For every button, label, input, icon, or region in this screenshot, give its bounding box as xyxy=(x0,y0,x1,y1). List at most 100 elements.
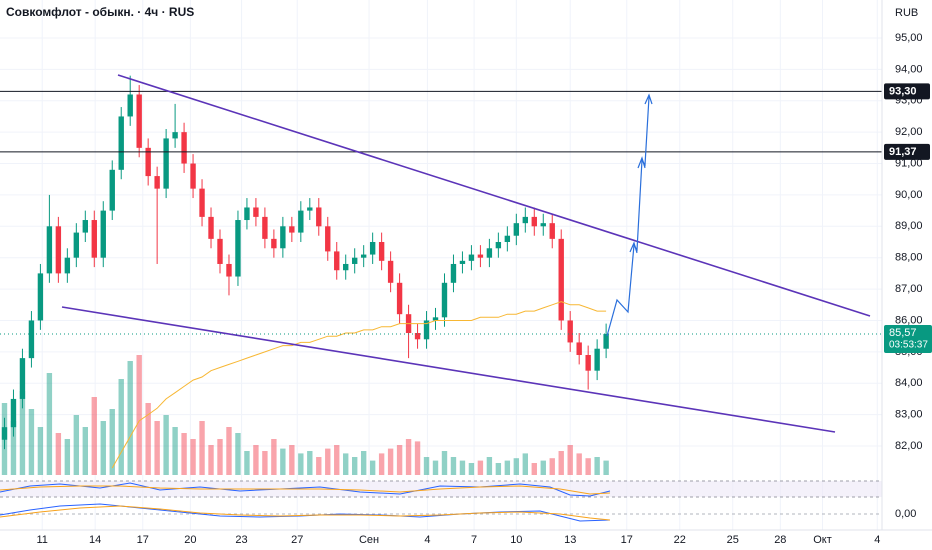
candle-body xyxy=(118,116,124,170)
x-tick-label: 10 xyxy=(510,534,522,546)
level-label-box xyxy=(884,83,930,100)
candle-body xyxy=(307,207,313,211)
candle-body xyxy=(91,220,97,258)
y-tick-label: 95,00 xyxy=(895,32,923,44)
volume-bar xyxy=(495,463,502,475)
x-tick-label: 7 xyxy=(471,534,477,546)
candle-body xyxy=(55,226,62,274)
volume-bar xyxy=(262,451,268,475)
y-tick-label: 90,00 xyxy=(895,189,923,201)
candle-body xyxy=(441,282,448,318)
candle-body xyxy=(172,132,178,139)
candle-body xyxy=(504,235,511,242)
oscillator-signal xyxy=(0,485,611,495)
candle-body xyxy=(37,273,44,321)
axes: 82,0083,0084,0085,0086,0087,0088,0089,00… xyxy=(36,32,932,546)
arrow-head xyxy=(629,241,638,254)
level-label: 91,37 xyxy=(889,146,917,158)
level-label-box xyxy=(884,143,930,160)
y-tick-label: 94,00 xyxy=(895,63,923,75)
volume-bar xyxy=(450,457,457,475)
y-tick-label: 84,00 xyxy=(895,377,923,389)
arrow-head xyxy=(644,93,653,105)
y-tick-label: 87,00 xyxy=(895,283,923,295)
x-tick-label: 27 xyxy=(291,534,303,546)
volume-bar xyxy=(244,451,250,475)
candle-body xyxy=(1,427,8,440)
volume-bar xyxy=(360,451,367,475)
x-tick-label: 4 xyxy=(874,534,880,546)
candle-body xyxy=(289,226,295,233)
candle-body xyxy=(244,207,250,221)
x-tick-label: 20 xyxy=(184,534,196,546)
x-tick-label: 28 xyxy=(774,534,786,546)
upper-trendline xyxy=(117,74,871,317)
volume-bar xyxy=(549,458,555,475)
candle-body xyxy=(64,257,71,274)
volume-bar xyxy=(459,460,466,475)
candle-body xyxy=(396,282,403,315)
candle-body xyxy=(127,94,133,117)
volume-bar xyxy=(378,453,385,475)
candle-body xyxy=(432,317,439,321)
candle-body xyxy=(10,398,17,428)
arrow-head xyxy=(637,156,646,169)
x-tick-label: 17 xyxy=(621,534,633,546)
volume-bar xyxy=(343,453,349,475)
volume-bar xyxy=(522,453,528,475)
volume-bar xyxy=(19,391,26,475)
volume-bar xyxy=(163,415,169,475)
volume-bar xyxy=(468,463,475,475)
x-tick-label: Окт xyxy=(813,534,832,546)
candle-body xyxy=(414,333,421,340)
volume-bar xyxy=(298,453,304,475)
volume-bar xyxy=(603,460,609,475)
volume-bar xyxy=(154,421,160,475)
candle-body xyxy=(334,251,340,271)
candle-body xyxy=(567,320,573,343)
lower-trendline xyxy=(61,306,836,433)
volume-bar xyxy=(423,457,430,475)
volume-bar xyxy=(118,379,124,475)
last-price-label: 85,57 xyxy=(889,327,917,339)
price-pane xyxy=(0,75,882,469)
volume-bar xyxy=(28,409,35,475)
volume-bar xyxy=(109,409,115,475)
volume-bar xyxy=(441,451,448,475)
volume-bar xyxy=(199,421,205,475)
candle-body xyxy=(100,210,106,258)
candle-body xyxy=(199,188,205,217)
oscillator-line xyxy=(0,482,611,497)
volume-bar xyxy=(280,448,286,475)
y-tick-label: 86,00 xyxy=(895,314,923,326)
candle-body xyxy=(594,348,600,371)
candle-body xyxy=(352,257,358,264)
volume-bar xyxy=(172,427,178,475)
candle-body xyxy=(280,226,286,249)
volume-bar xyxy=(334,445,340,475)
volume-bar xyxy=(558,451,564,475)
candle-body xyxy=(226,263,232,277)
volume-bar xyxy=(127,361,133,475)
candle-body xyxy=(82,220,88,233)
volume-bar xyxy=(190,439,196,475)
volume-bar xyxy=(594,457,600,475)
candle-body xyxy=(576,342,582,355)
volume-bar xyxy=(477,460,484,475)
candle-body xyxy=(136,94,142,148)
candle-body xyxy=(495,242,502,249)
volume-bar xyxy=(307,451,313,475)
volume-bar xyxy=(226,427,232,475)
volume-bar xyxy=(91,397,97,475)
volume-bar xyxy=(235,433,241,475)
volume-bar xyxy=(513,458,520,475)
volume-bar xyxy=(253,445,259,475)
volume-bar xyxy=(414,441,421,475)
candle-body xyxy=(217,238,223,264)
volume-bar xyxy=(504,460,511,475)
candle-body xyxy=(378,242,385,261)
x-tick-label: 11 xyxy=(36,534,47,546)
grid xyxy=(0,0,882,530)
volume-bar xyxy=(208,445,214,475)
volume-bar xyxy=(531,463,537,475)
